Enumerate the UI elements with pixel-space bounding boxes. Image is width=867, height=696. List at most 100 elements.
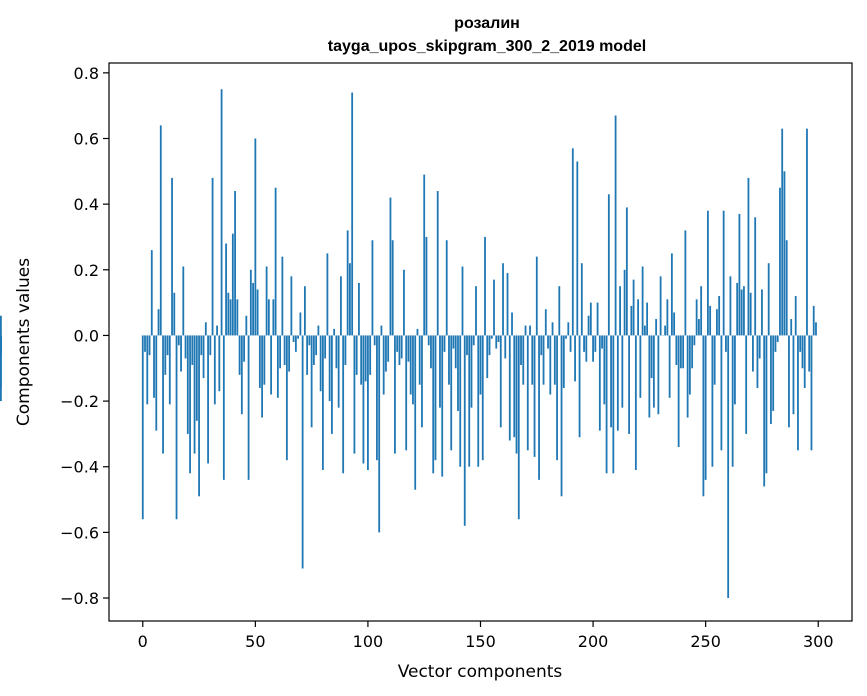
bar [427,335,430,346]
bar [211,177,214,336]
y-tick-label: 0.0 [74,326,99,345]
bar [704,335,707,480]
bar [445,240,448,336]
bar [459,335,462,467]
y-axis-label: Components values [14,258,34,426]
bar [774,335,777,352]
bar [378,335,381,533]
bar [797,335,799,451]
bar [382,335,385,395]
bar [803,335,806,388]
bar [389,197,392,336]
bar [148,335,151,356]
bar [265,266,268,336]
y-tick-label: 0.6 [74,129,99,148]
bar [204,322,207,336]
bar [734,335,736,405]
bar [475,286,477,336]
bar [141,335,144,520]
bar [772,335,775,411]
bar [648,335,651,418]
y-tick-label: −0.6 [60,523,99,542]
bar [168,335,171,405]
bar [387,335,390,362]
bar [351,92,354,336]
bar [727,335,730,599]
bar [400,335,403,359]
bar [425,236,428,336]
bar [585,335,588,362]
bar [258,335,261,388]
bar [209,335,212,356]
bar [659,276,662,336]
bar [594,335,597,352]
bar [767,263,770,336]
bar [463,335,466,526]
bar [716,309,718,336]
bar [430,335,432,369]
bar [770,335,772,425]
bar [679,335,682,369]
x-tick-label: 150 [465,632,496,651]
bar [376,335,378,461]
bar [551,322,554,336]
bar [619,286,621,336]
bar [587,315,590,336]
x-axis-label: Vector components [398,662,563,682]
bar [526,335,529,451]
bar [452,335,455,349]
bar [398,335,401,365]
bar [193,335,196,454]
bar [596,302,599,336]
bar [625,207,628,336]
bar [540,335,543,356]
bar [360,335,363,385]
bar [216,325,218,336]
bar [779,187,781,336]
bar [592,335,594,362]
bar [643,325,646,336]
bar [403,269,405,336]
bar [162,335,164,454]
bar [614,115,617,336]
bar [256,289,259,336]
bar [675,335,678,365]
bar [707,210,709,336]
bar [637,299,640,336]
bar [743,286,745,336]
x-tick-label: 250 [690,632,721,651]
y-tick-label: 0.4 [74,195,99,214]
bar [558,286,561,336]
bar [335,335,338,369]
bar [758,335,761,359]
bar [225,243,227,336]
bar [504,335,507,359]
bar [349,263,351,336]
bar [0,315,2,336]
bar [792,335,795,415]
bar [144,335,146,352]
bar [263,335,266,385]
bar [731,335,734,467]
bar [184,335,187,359]
bar [720,335,723,451]
bar [173,292,176,336]
y-axis: −0.8 −0.6 −0.4 −0.2 0.0 0.2 0.4 0.6 0.8 [60,64,109,608]
bar [607,194,610,336]
bar [538,335,540,480]
bar [202,335,205,379]
bar [290,276,293,336]
bar [198,335,200,497]
bar [472,335,475,346]
bar [612,335,615,474]
bar [285,335,288,461]
bar [700,286,703,336]
bar [589,302,592,336]
bar [535,256,538,336]
bar [580,263,583,336]
bar [815,322,817,336]
y-tick-label: 0.8 [74,64,99,83]
bar [549,335,552,395]
bar [267,299,270,336]
bar [301,335,304,569]
